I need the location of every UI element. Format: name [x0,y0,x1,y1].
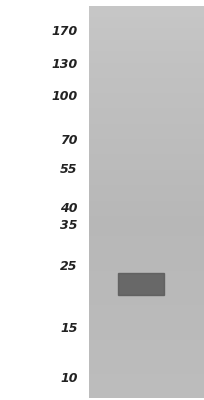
Bar [118,273,164,295]
Text: 15: 15 [60,322,78,335]
Text: 170: 170 [51,25,78,38]
Text: 70: 70 [60,134,78,147]
Text: 10: 10 [60,372,78,385]
Text: 40: 40 [60,202,78,215]
Text: 130: 130 [51,58,78,71]
Text: 25: 25 [60,260,78,273]
Text: 35: 35 [60,218,78,232]
Text: 55: 55 [60,163,78,176]
Text: 100: 100 [51,90,78,103]
